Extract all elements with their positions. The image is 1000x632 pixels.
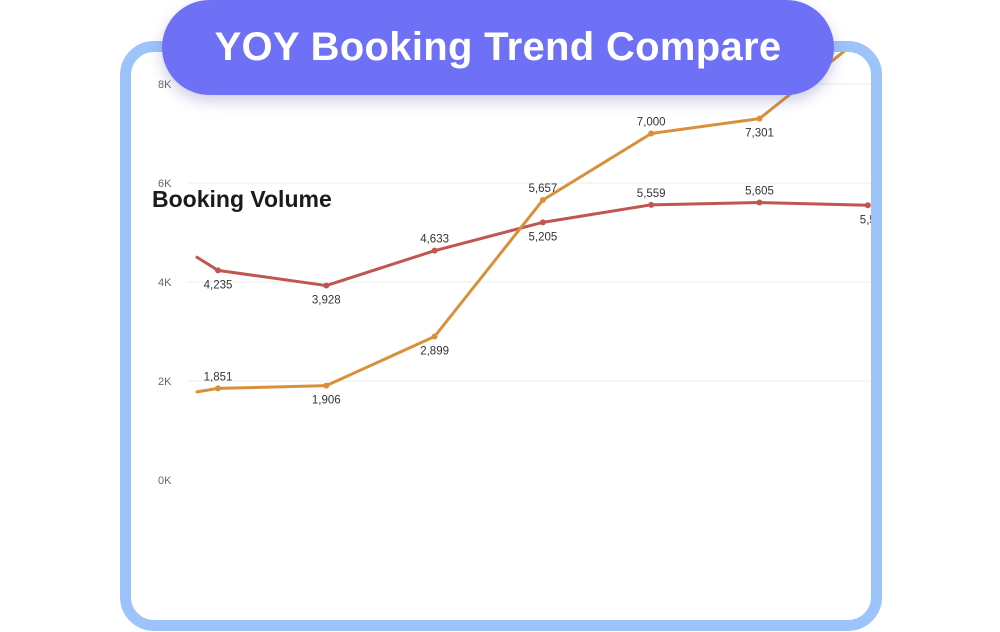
data-label: 5,605 (745, 186, 774, 198)
data-point[interactable] (539, 196, 546, 203)
data-label: 7,301 (745, 128, 774, 140)
data-point[interactable] (756, 199, 763, 206)
y-tick-label: 6K (158, 178, 172, 190)
y-tick-label: 4K (158, 277, 172, 289)
data-point[interactable] (539, 219, 546, 226)
page-title: YOY Booking Trend Compare (214, 25, 782, 69)
data-label: 4,633 (420, 234, 449, 246)
chart-title: Booking Volume (152, 186, 332, 212)
data-point[interactable] (215, 385, 221, 392)
data-point[interactable] (648, 201, 655, 208)
data-label: 5,5 (860, 214, 871, 226)
data-label: 3,928 (312, 295, 341, 307)
data-label: 4,235 (204, 279, 233, 291)
data-label: 5,559 (637, 188, 666, 200)
data-label: 1,906 (312, 395, 341, 407)
series-line-2 (195, 52, 846, 394)
y-tick-label: 2K (158, 376, 172, 388)
data-label: 5,205 (529, 231, 558, 243)
data-point[interactable] (756, 115, 763, 122)
series-line-1 (195, 201, 870, 288)
line-chart: 0K 2K 4K 6K 8K 4,235 3,928 4,633 5,205 5,559 5,60… (158, 52, 871, 487)
data-label: 2,899 (420, 345, 449, 357)
data-point[interactable] (864, 202, 871, 209)
data-point[interactable] (323, 282, 330, 289)
data-point[interactable] (431, 247, 438, 254)
data-point[interactable] (215, 267, 221, 274)
data-label: 5,657 (529, 183, 558, 195)
y-axis-ticks: 0K 2K 4K 6K 8K (158, 79, 172, 487)
data-point[interactable] (648, 130, 655, 137)
data-label: 1,851 (204, 371, 233, 383)
y-tick-label: 0K (158, 475, 172, 487)
series-layer (195, 52, 871, 394)
data-label: 7,000 (637, 117, 666, 129)
y-tick-label: 8K (158, 79, 172, 91)
data-point[interactable] (431, 333, 438, 340)
data-labels: 4,235 3,928 4,633 5,205 5,559 5,605 5,5 1,851 1,… (204, 117, 871, 407)
title-banner: YOY Booking Trend Compare (162, 0, 834, 95)
data-point[interactable] (323, 382, 330, 389)
